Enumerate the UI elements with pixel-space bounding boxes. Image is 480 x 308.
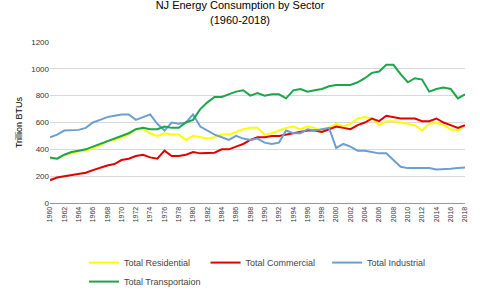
svg-text:Trillion BTUs: Trillion BTUs xyxy=(14,96,24,148)
svg-text:Total Transportaion: Total Transportaion xyxy=(124,277,201,287)
svg-text:1974: 1974 xyxy=(146,207,153,223)
svg-text:1988: 1988 xyxy=(247,207,254,223)
svg-text:Total Commercial: Total Commercial xyxy=(246,258,316,268)
svg-text:1990: 1990 xyxy=(261,207,268,223)
svg-text:1968: 1968 xyxy=(104,207,111,223)
svg-text:800: 800 xyxy=(36,91,50,100)
svg-text:1200: 1200 xyxy=(31,38,49,47)
svg-text:1976: 1976 xyxy=(161,207,168,223)
svg-text:1966: 1966 xyxy=(89,207,96,223)
svg-text:2000: 2000 xyxy=(332,207,339,223)
svg-text:2002: 2002 xyxy=(347,207,354,223)
svg-text:Total Industrial: Total Industrial xyxy=(367,258,425,268)
svg-text:1998: 1998 xyxy=(318,207,325,223)
svg-text:1970: 1970 xyxy=(118,207,125,223)
svg-text:600: 600 xyxy=(36,118,50,127)
svg-text:1980: 1980 xyxy=(189,207,196,223)
svg-text:1964: 1964 xyxy=(75,207,82,223)
svg-text:2012: 2012 xyxy=(418,207,425,223)
svg-text:1984: 1984 xyxy=(218,207,225,223)
svg-text:1996: 1996 xyxy=(304,207,311,223)
svg-text:1972: 1972 xyxy=(132,207,139,223)
svg-text:200: 200 xyxy=(36,172,50,181)
svg-text:0: 0 xyxy=(45,199,50,208)
svg-text:2016: 2016 xyxy=(447,207,454,223)
svg-text:NJ Energy Consumption by Secto: NJ Energy Consumption by Sector(1960-201… xyxy=(156,0,325,26)
svg-text:1978: 1978 xyxy=(175,207,182,223)
svg-text:2018: 2018 xyxy=(461,207,468,223)
svg-text:2010: 2010 xyxy=(404,207,411,223)
svg-text:1960: 1960 xyxy=(46,207,53,223)
svg-text:2008: 2008 xyxy=(390,207,397,223)
svg-text:400: 400 xyxy=(36,145,50,154)
svg-text:1992: 1992 xyxy=(275,207,282,223)
svg-text:2004: 2004 xyxy=(361,207,368,223)
svg-text:1986: 1986 xyxy=(232,207,239,223)
svg-text:1982: 1982 xyxy=(204,207,211,223)
svg-text:2006: 2006 xyxy=(375,207,382,223)
svg-text:2014: 2014 xyxy=(433,207,440,223)
svg-text:1000: 1000 xyxy=(31,65,49,74)
svg-text:1962: 1962 xyxy=(61,207,68,223)
svg-text:Total Residential: Total Residential xyxy=(124,258,190,268)
svg-text:1994: 1994 xyxy=(290,207,297,223)
